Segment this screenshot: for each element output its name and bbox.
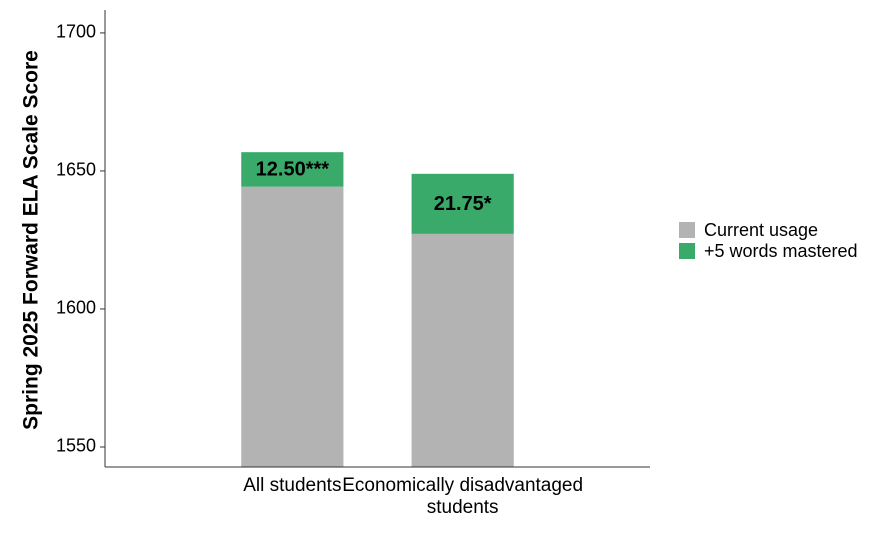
value-label: 12.50*** xyxy=(256,159,330,181)
y-tick-label: 1650 xyxy=(56,160,96,180)
legend-label: Current usage xyxy=(704,220,818,240)
y-tick-label: 1600 xyxy=(56,298,96,318)
y-tick-label: 1550 xyxy=(56,436,96,456)
legend-label: +5 words mastered xyxy=(704,241,858,261)
bar-segment xyxy=(241,152,344,187)
y-axis-label: Spring 2025 Forward ELA Scale Score xyxy=(20,50,43,430)
bar-segment xyxy=(411,233,514,467)
legend-swatch xyxy=(679,243,695,259)
legend-swatch xyxy=(679,222,695,238)
bar-segment xyxy=(241,186,344,468)
bar-segment xyxy=(411,173,514,234)
x-tick-label: Economically disadvantaged students xyxy=(342,475,584,518)
y-tick-label: 1700 xyxy=(56,22,96,42)
value-label: 21.75* xyxy=(434,193,492,215)
x-tick-label: All students xyxy=(243,475,342,496)
